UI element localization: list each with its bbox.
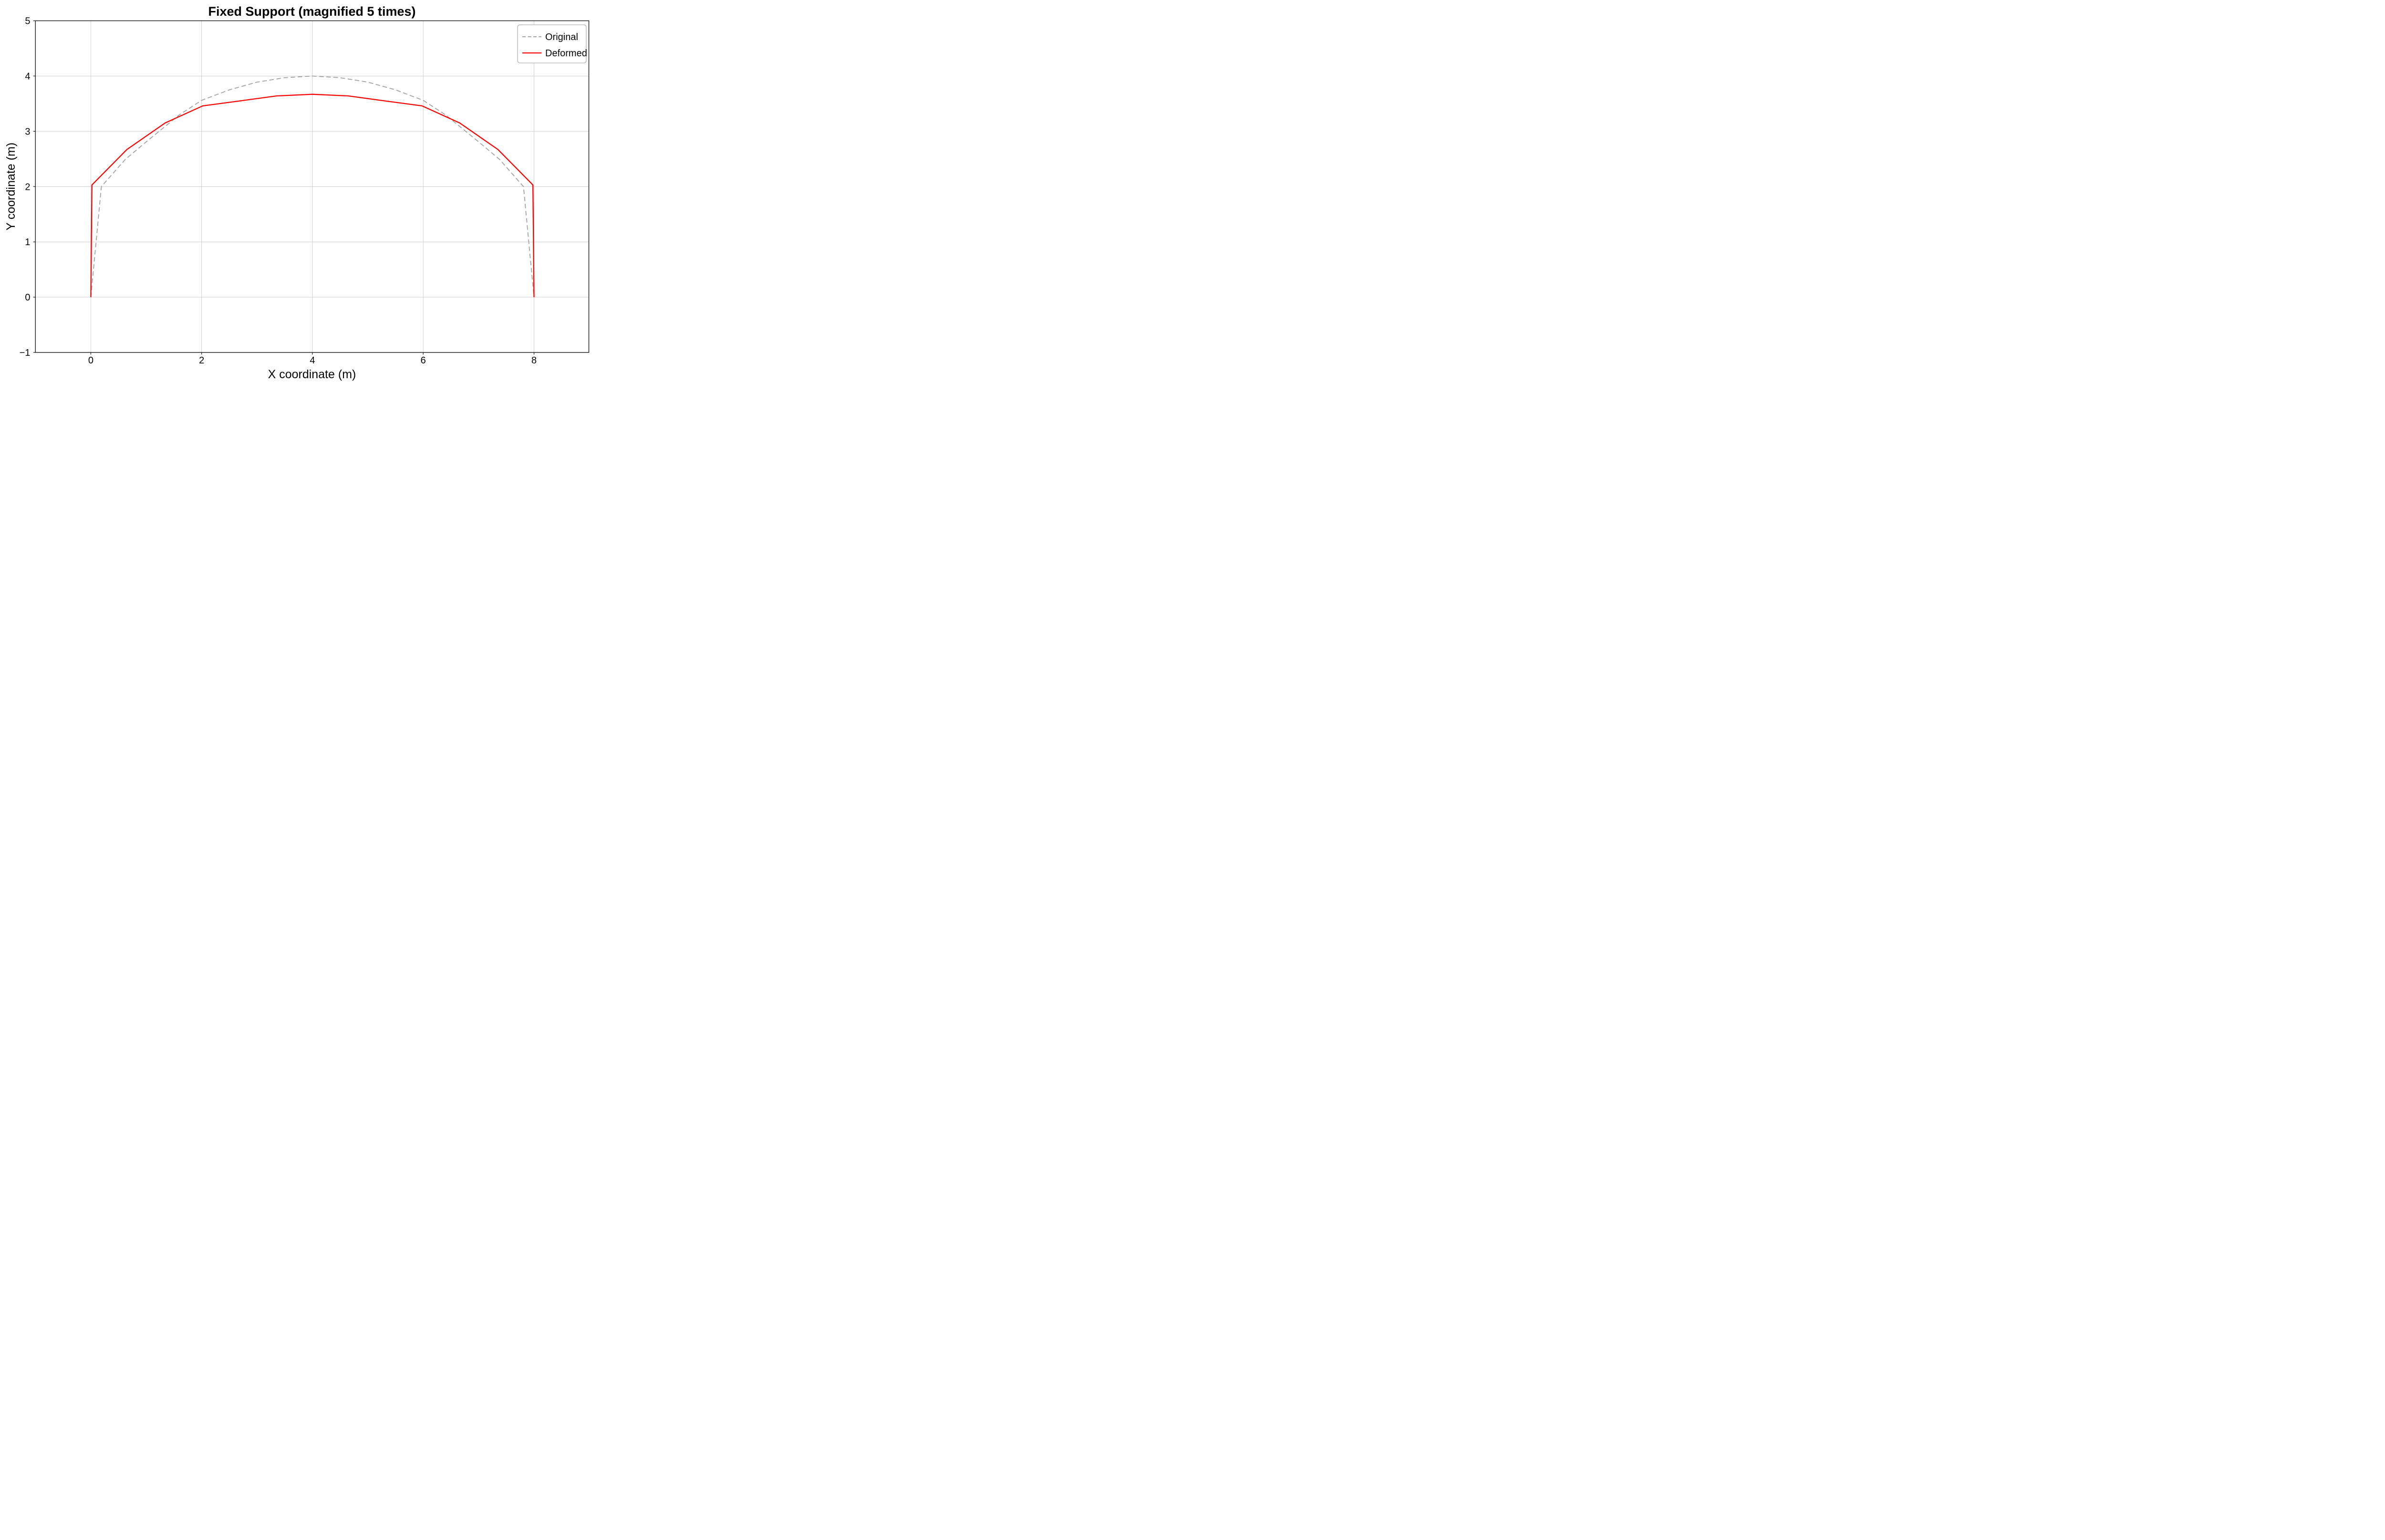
deformed-curve — [90, 93, 535, 298]
x-tick-label: 4 — [310, 355, 315, 366]
chart-title: Fixed Support (magnified 5 times) — [208, 4, 415, 19]
y-tick-label: 3 — [25, 126, 30, 137]
legend: Original Deformed — [517, 24, 587, 63]
y-tick-label: −1 — [20, 348, 31, 358]
y-tick-label: 2 — [25, 182, 30, 192]
y-tick-label: 5 — [25, 16, 30, 27]
arch-deformation-chart: 0 2 4 6 8 −1 0 1 2 3 4 5 Fixed Support (magnified 5… — [4, 4, 590, 381]
legend-original-label: Original — [545, 32, 578, 42]
x-axis-label: X coordinate (m) — [268, 368, 356, 381]
tick-layer: 0 2 4 6 8 −1 0 1 2 3 4 5 — [20, 16, 537, 366]
y-axis-label: Y coordinate (m) — [4, 143, 18, 230]
x-tick-label: 8 — [531, 355, 537, 366]
y-tick-label: 1 — [25, 237, 30, 248]
legend-deformed-label: Deformed — [545, 48, 587, 59]
x-tick-label: 6 — [421, 355, 426, 366]
series-layer — [90, 75, 535, 298]
y-tick-label: 0 — [25, 292, 30, 303]
x-tick-label: 2 — [199, 355, 204, 366]
matplotlib-figure: 0 2 4 6 8 −1 0 1 2 3 4 5 Fixed Support (magnified 5… — [0, 0, 596, 385]
original-curve — [90, 75, 535, 298]
grid-layer — [35, 21, 589, 353]
x-tick-label: 0 — [88, 355, 93, 366]
y-tick-label: 4 — [25, 71, 30, 82]
